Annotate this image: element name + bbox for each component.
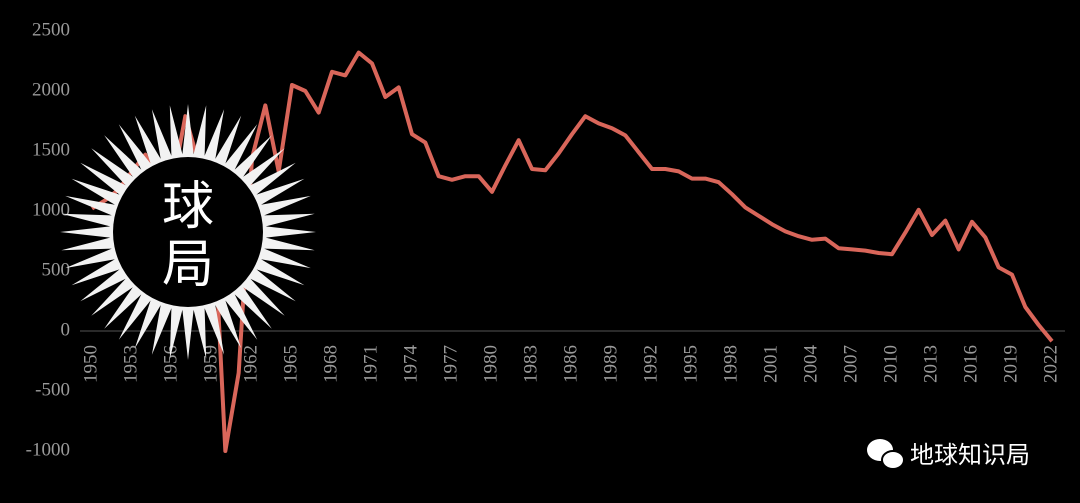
y-tick-label: 500 <box>42 259 71 280</box>
x-tick-label: 1992 <box>640 345 661 383</box>
x-tick-label: 2022 <box>1040 345 1061 383</box>
y-tick-label: -1000 <box>26 439 70 460</box>
logo-text: 球 <box>162 177 214 237</box>
wechat-icon <box>881 450 905 470</box>
x-tick-label: 1953 <box>120 345 141 383</box>
y-tick-label: 1000 <box>32 199 70 220</box>
x-tick-label: 2001 <box>760 345 781 383</box>
x-tick-label: 1965 <box>280 345 301 383</box>
y-tick-label: 2500 <box>32 19 70 40</box>
x-tick-label: 1959 <box>200 345 221 383</box>
x-tick-label: 1950 <box>80 345 101 383</box>
watermark-text: 地球知识局 <box>910 441 1030 469</box>
x-tick-label: 2004 <box>800 345 821 384</box>
x-tick-label: 1989 <box>600 345 621 383</box>
y-tick-label: 1500 <box>32 139 70 160</box>
x-tick-label: 2013 <box>920 345 941 383</box>
x-tick-label: 1995 <box>680 345 701 383</box>
y-tick-label: 0 <box>61 319 71 340</box>
logo-text: 局 <box>162 235 214 295</box>
x-tick-label: 2016 <box>960 345 981 383</box>
x-tick-label: 2010 <box>880 345 901 383</box>
x-tick-label: 1974 <box>400 345 421 384</box>
x-tick-label: 1983 <box>520 345 541 383</box>
x-tick-label: 1977 <box>440 345 461 383</box>
x-tick-label: 1968 <box>320 345 341 383</box>
y-tick-label: 2000 <box>32 79 70 100</box>
x-tick-label: 1998 <box>720 345 741 383</box>
x-tick-label: 1971 <box>360 345 381 383</box>
x-tick-label: 1962 <box>240 345 261 383</box>
x-tick-label: 1956 <box>160 345 181 383</box>
logo-disc <box>113 157 263 307</box>
y-tick-label: -500 <box>35 379 70 400</box>
x-tick-label: 2019 <box>1000 345 1021 383</box>
x-tick-label: 2007 <box>840 345 861 383</box>
watermark: 地球知识局 <box>867 439 1030 470</box>
x-tick-label: 1986 <box>560 345 581 383</box>
x-tick-label: 1980 <box>480 345 501 383</box>
